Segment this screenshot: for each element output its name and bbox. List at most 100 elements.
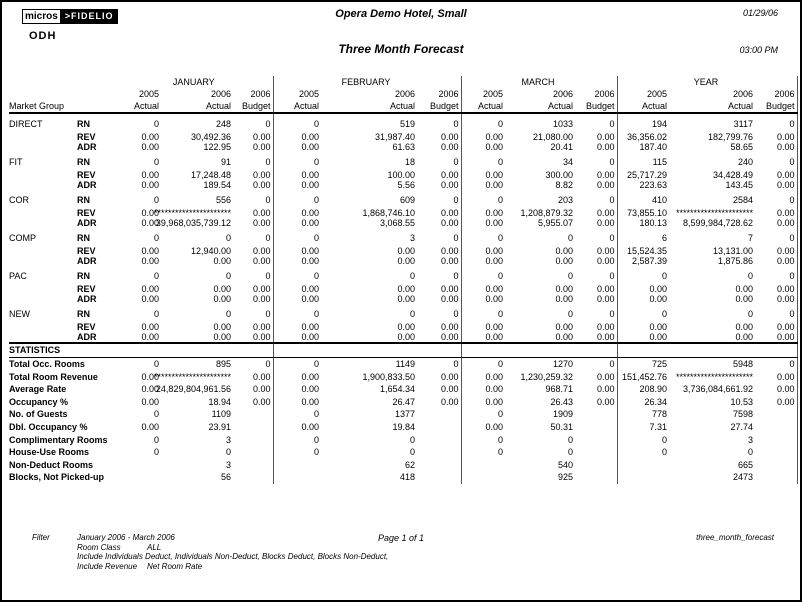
value-cell: 1,868,746.10 (362, 208, 416, 218)
stat-value-cell: 0 (755, 357, 798, 371)
value-cell: 0 (575, 113, 618, 132)
value-cell: 0.00 (141, 246, 159, 256)
value-cell: 0.00 (575, 142, 618, 152)
value-cell: 31,987.40 (374, 132, 416, 142)
value-cell: 194 (652, 119, 668, 129)
value-cell: 0.00 (417, 180, 462, 190)
filter-block: Filter January 2006 - March 2006 Room Cla… (32, 533, 388, 571)
stat-value-cell: 0.00 (233, 383, 274, 396)
market-group-name (9, 284, 77, 294)
col-type-header: Budget (417, 100, 462, 114)
value-cell: 0.00 (555, 246, 574, 256)
value-cell: 0.00 (141, 256, 159, 266)
report-file-name: three_month_forecast (696, 533, 774, 542)
value-cell: 122.95 (203, 142, 231, 152)
value-cell: 0.00 (417, 294, 462, 304)
value-cell: 0.00 (417, 322, 462, 332)
value-cell: 0.00 (649, 322, 668, 332)
stat-value-cell (417, 408, 462, 421)
value-cell: 0.00 (755, 170, 798, 180)
stat-value-cell (755, 458, 798, 472)
value-cell: 115 (652, 157, 668, 167)
stat-value-cell (575, 433, 618, 447)
value-cell: 0.00 (233, 132, 274, 142)
stat-value-cell (755, 433, 798, 447)
value-cell: 0.00 (485, 294, 504, 304)
value-cell: 0.00 (233, 332, 274, 343)
stat-value-cell: 19.84 (392, 421, 416, 432)
row-type-label: ADR (77, 142, 97, 152)
value-cell: 203 (558, 195, 574, 205)
value-cell: 0.00 (485, 218, 504, 228)
value-cell: 0.00 (417, 170, 462, 180)
value-cell: 91 (220, 157, 231, 167)
value-cell: 100.00 (387, 170, 416, 180)
stat-value-cell: 0 (153, 447, 159, 458)
value-cell: 0.00 (301, 256, 320, 266)
stat-value-cell: 0.00 (485, 384, 504, 395)
value-cell: 13,131.00 (712, 246, 754, 256)
value-cell: 0 (748, 309, 754, 319)
value-cell: 0.00 (417, 208, 462, 218)
stat-value-cell: 0 (748, 447, 754, 458)
value-cell: 0 (314, 271, 320, 281)
value-cell: 0.00 (485, 208, 504, 218)
micros-fidelio-logo: micros >FIDELIO (22, 9, 118, 24)
value-cell: 410 (652, 195, 668, 205)
value-cell: 8.82 (555, 180, 574, 190)
value-cell: 0.00 (233, 208, 274, 218)
value-cell: 0.00 (575, 218, 618, 228)
value-cell: 8,599,984,728.62 (682, 218, 754, 228)
year-header: 2005 (647, 89, 668, 99)
stat-value-cell: 0.00 (485, 396, 504, 407)
month-header: FEBRUARY (273, 76, 462, 88)
value-cell: 0.00 (233, 170, 274, 180)
row-type-label: ADR (77, 332, 97, 342)
market-group-name (9, 322, 77, 332)
stat-value-cell: 0.00 (575, 370, 618, 384)
stat-value-cell: 26.47 (392, 396, 416, 407)
value-cell: 0.00 (301, 142, 320, 152)
value-cell: 61.63 (392, 142, 416, 152)
col-type-header: Actual (273, 100, 322, 114)
stat-value-cell (575, 420, 618, 434)
stat-value-cell: 0 (568, 434, 574, 445)
value-cell: 0.00 (233, 284, 274, 294)
table-row: PAC RN 0 0 0 0 0 0 0 0 0 0 0 0 (9, 266, 798, 284)
room-class-label: Room Class (77, 542, 121, 552)
value-cell: 2584 (733, 195, 754, 205)
value-cell: 34,428.49 (712, 170, 754, 180)
value-cell: 0.00 (301, 218, 320, 228)
value-cell: 0.00 (555, 322, 574, 332)
micros-logo-text: micros (22, 9, 61, 24)
value-cell: 39,968,035,739.12 (155, 218, 231, 228)
stat-value-cell: 0.00 (417, 383, 462, 396)
value-cell: 0.00 (301, 132, 320, 142)
value-cell: 556 (215, 195, 231, 205)
value-cell: 0.00 (485, 332, 504, 342)
stat-label: Complimentary Rooms (9, 434, 108, 445)
value-cell: 0.00 (141, 332, 159, 342)
stat-value-cell: 5948 (733, 359, 754, 369)
report-title: Three Month Forecast (338, 42, 464, 56)
row-type-label: ADR (77, 180, 97, 190)
value-cell: 0.00 (417, 332, 462, 343)
row-type-label: REV (77, 284, 96, 294)
statistic-row: Occupancy % 0.00 18.94 0.00 0.00 26.47 0.00 0.0… (9, 395, 798, 409)
value-cell: 0 (575, 152, 618, 170)
value-cell: 0.00 (417, 284, 462, 294)
value-cell: 0.00 (555, 332, 574, 342)
value-cell: 5,955.07 (537, 218, 574, 228)
value-cell: 0 (498, 195, 504, 205)
statistics-header-fill (117, 342, 274, 358)
stat-value-cell (273, 471, 321, 484)
stat-value-cell: 0.00 (575, 383, 618, 396)
stat-value-cell: 1,900,833.50 (362, 371, 416, 382)
report-date: 01/29/06 (742, 8, 778, 18)
stat-value-cell: 0 (568, 447, 574, 458)
stat-value-cell: 895 (215, 359, 231, 369)
value-cell: 0 (755, 190, 798, 208)
value-cell: 0 (233, 190, 274, 208)
value-cell: 0.00 (575, 208, 618, 218)
